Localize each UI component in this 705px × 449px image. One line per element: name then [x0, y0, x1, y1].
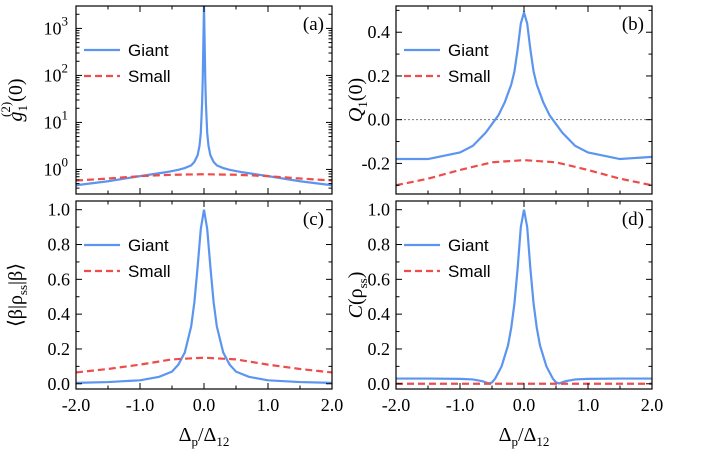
y-tick-label: 101 [44, 107, 69, 132]
y-tick-label: 100 [44, 154, 69, 179]
series-line-giant [76, 6, 332, 187]
y-tick-label: -0.2 [362, 153, 391, 173]
legend-label-giant: Giant [128, 236, 169, 255]
legend-label-giant: Giant [448, 236, 489, 255]
y-tick-label: 1.0 [368, 200, 391, 220]
x-tick-label: 2.0 [641, 395, 664, 415]
x-tick-label: -2.0 [62, 395, 91, 415]
y-tick-label: 0.4 [368, 22, 391, 42]
series-line-small [76, 356, 332, 374]
series-line-giant [76, 209, 332, 385]
plot-frame [75, 200, 333, 390]
x-tick-label: 2.0 [321, 395, 344, 415]
series-line-small [76, 173, 332, 182]
panel-d: -2.0 -1.0 0.0 1.0 2.0 0.0 0.2 0.4 0.6 0.8 1.0 (d) Gi… [368, 200, 664, 415]
legend-label-small: Small [128, 262, 171, 281]
y-tick-label: 0.2 [368, 339, 391, 359]
y-tick-label: 0.6 [48, 269, 71, 289]
panel-tag: (c) [303, 209, 324, 230]
x-tick-label: 0.0 [193, 395, 216, 415]
panel-b: -0.2 0.0 0.2 0.4 (b) Giant Small [362, 5, 653, 195]
x-axis-label-left: Δp/Δ12 [179, 424, 230, 449]
x-tick-label: 0.0 [513, 395, 536, 415]
series-line-small [396, 159, 652, 187]
y-tick-label: 0.2 [48, 339, 71, 359]
x-tick-label: -1.0 [126, 395, 155, 415]
panel-a: 100 101 102 103 (a) Giant Small [44, 5, 333, 195]
x-tick-label: 1.0 [577, 395, 600, 415]
y-tick-label: 103 [44, 13, 69, 38]
y-axis-label-d: C(ρss) [345, 272, 370, 319]
legend-label-small: Small [128, 67, 171, 86]
series-line-giant [396, 8, 652, 161]
series-line-giant [396, 209, 652, 385]
y-axis-label-a: g1(2)(0) [0, 79, 30, 122]
panel-c: -2.0 -1.0 0.0 1.0 2.0 0.0 0.2 0.4 0.6 0.8 1.0 (c) Gi… [48, 200, 344, 415]
y-tick-label: 0.0 [368, 110, 391, 130]
panel-tag: (b) [622, 14, 644, 35]
y-axis-label-b: Q1(0) [345, 78, 370, 122]
legend-label-giant: Giant [128, 41, 169, 60]
y-tick-label: 0.2 [368, 66, 391, 86]
x-axis-label-right: Δp/Δ12 [499, 424, 550, 449]
panel-tag: (a) [303, 14, 324, 35]
x-tick-label: -2.0 [382, 395, 411, 415]
y-tick-label: 0.0 [368, 374, 391, 394]
y-tick-label: 0.8 [48, 235, 71, 255]
y-tick-label: 0.4 [368, 304, 391, 324]
plot-frame [395, 200, 653, 390]
legend-label-small: Small [448, 262, 491, 281]
y-tick-label: 0.0 [48, 374, 71, 394]
panel-tag: (d) [622, 209, 644, 230]
plot-frame [395, 5, 653, 195]
y-tick-label: 1.0 [48, 200, 71, 220]
y-tick-label: 102 [44, 60, 69, 85]
y-tick-label: 0.8 [368, 235, 391, 255]
y-tick-label: 0.4 [48, 304, 71, 324]
legend-label-giant: Giant [448, 41, 489, 60]
y-tick-label: 0.6 [368, 269, 391, 289]
y-axis-label-c: ⟨β|ρss|β⟩ [5, 263, 30, 327]
x-tick-label: 1.0 [257, 395, 280, 415]
legend-label-small: Small [448, 67, 491, 86]
x-tick-label: -1.0 [446, 395, 475, 415]
